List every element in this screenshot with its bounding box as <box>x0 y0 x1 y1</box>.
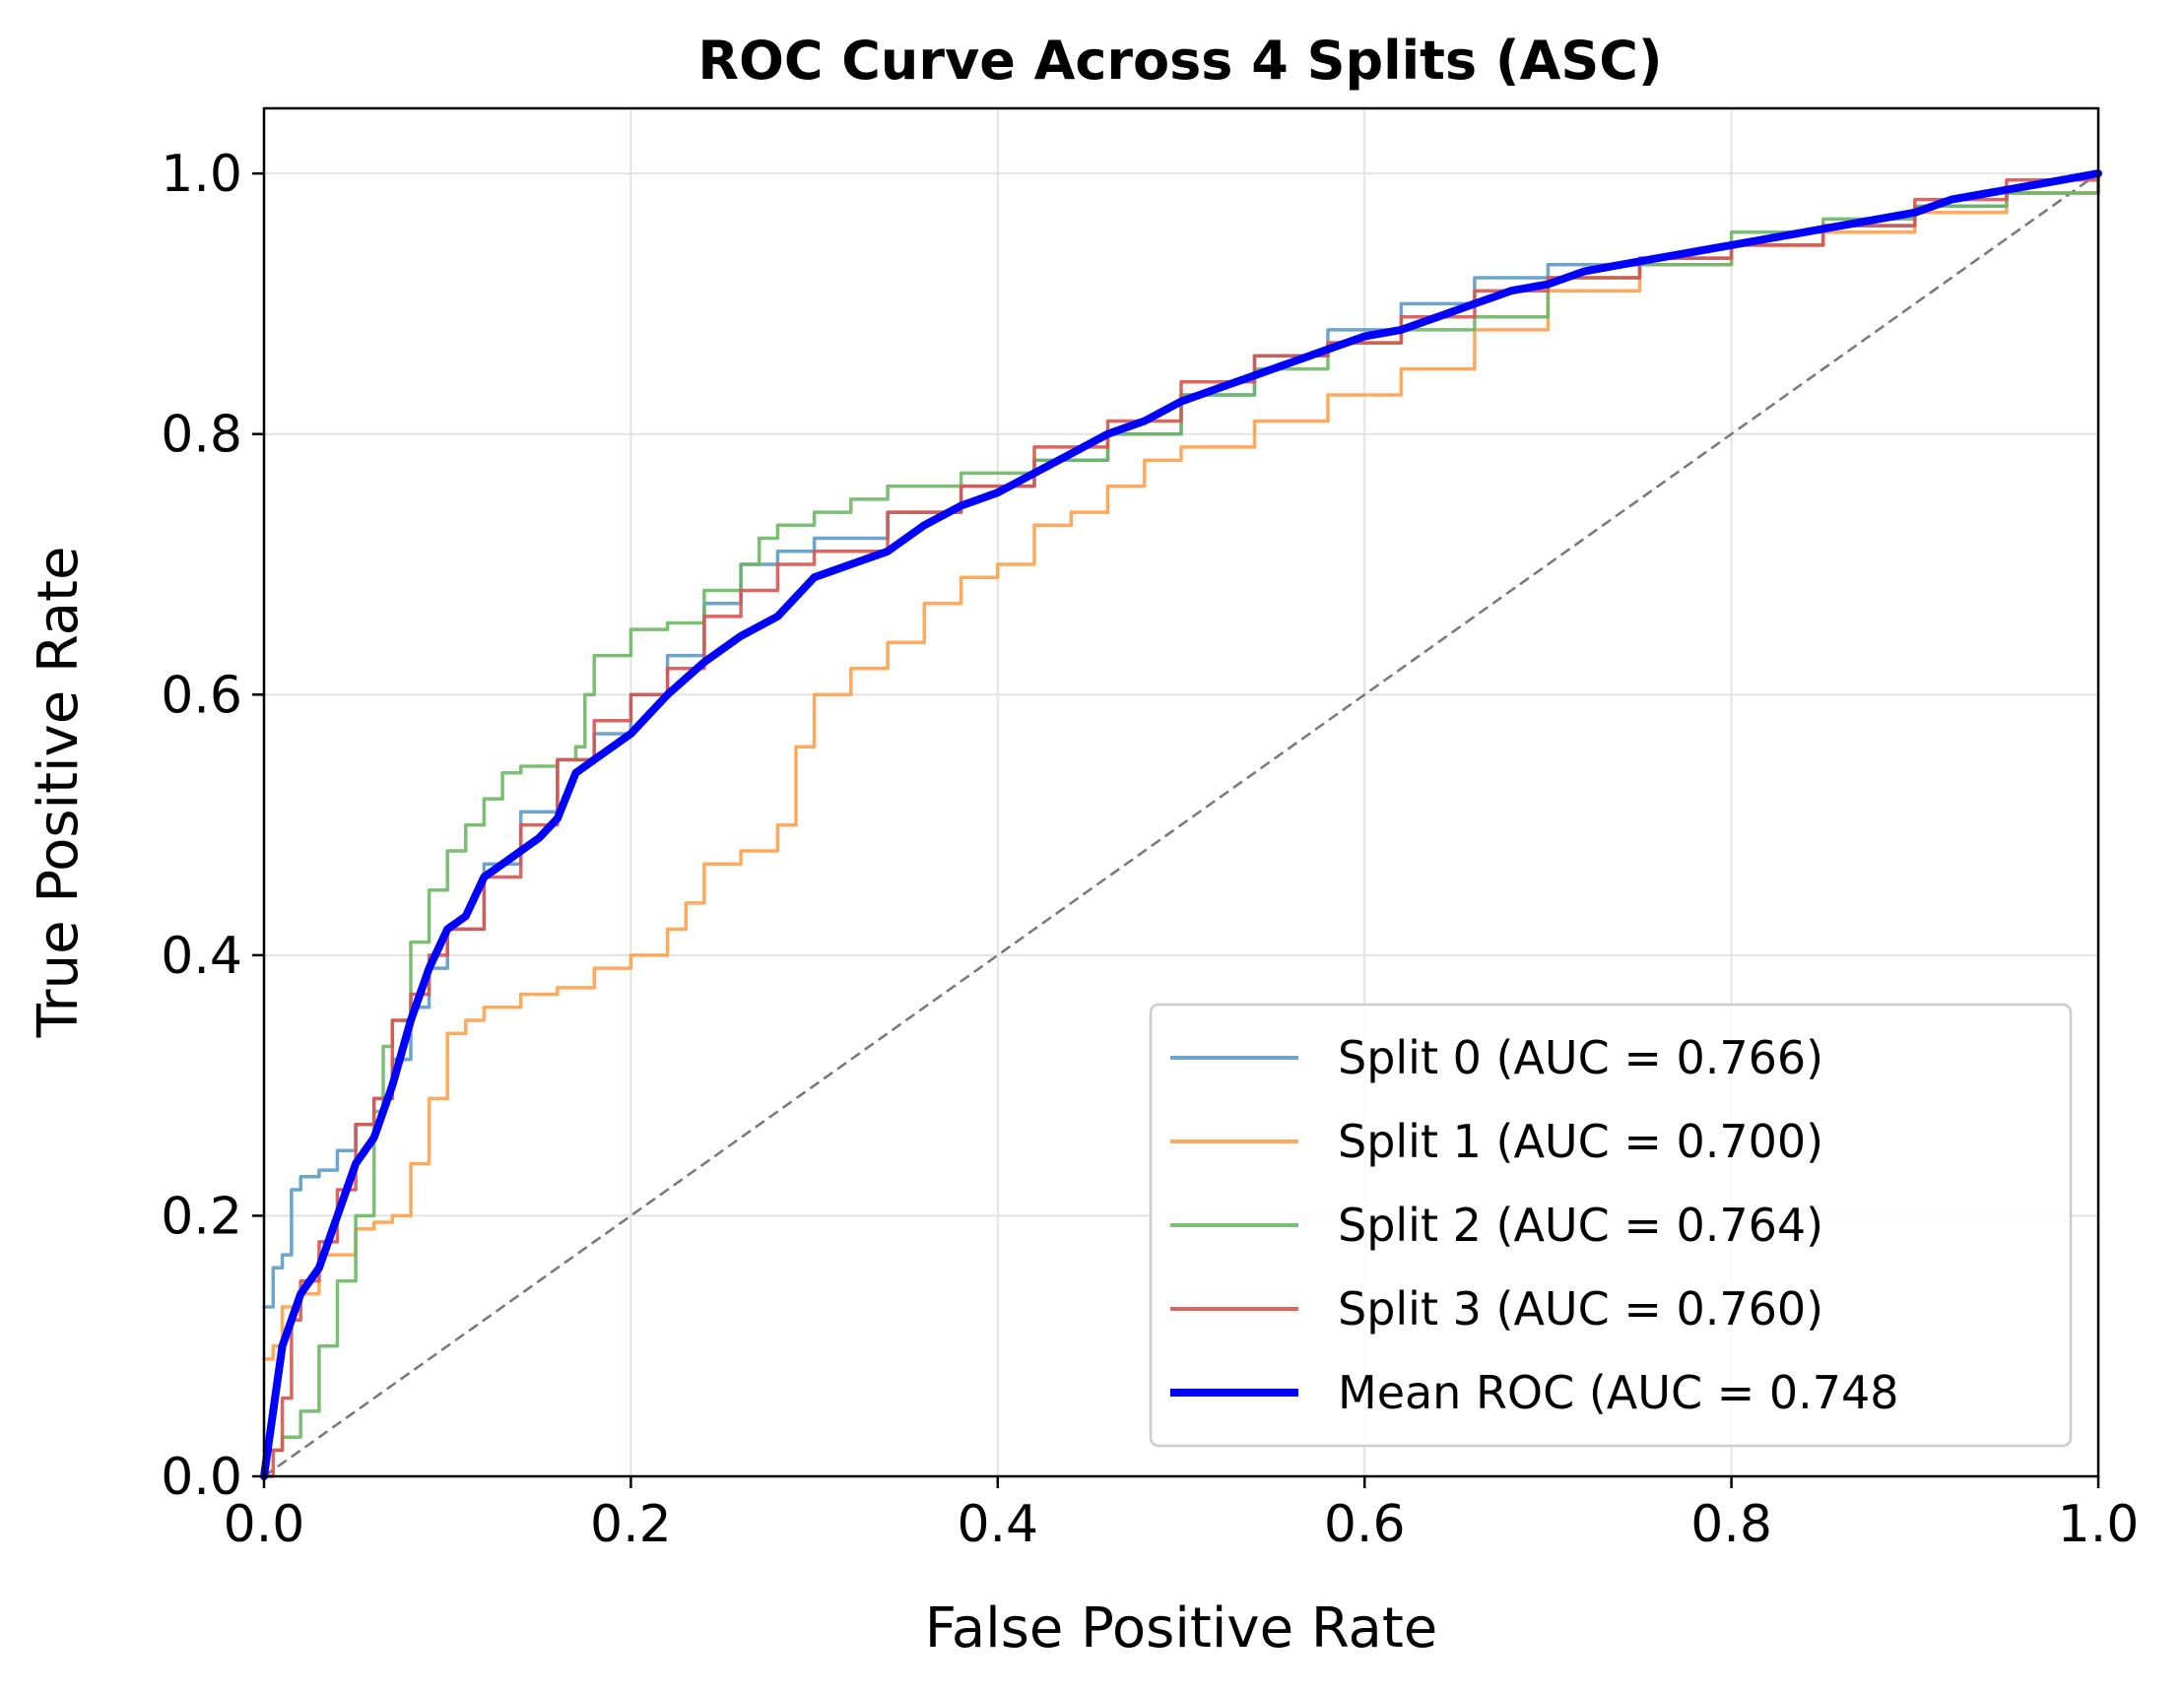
legend-label-1: Split 1 (AUC = 0.700) <box>1338 1115 1823 1168</box>
y-tick-label: 0.2 <box>161 1187 242 1246</box>
y-axis-ticks: 0.0 0.2 0.4 0.6 0.8 1.0 <box>161 145 264 1507</box>
legend-label-0: Split 0 (AUC = 0.766) <box>1338 1031 1823 1084</box>
x-axis-ticks: 0.0 0.2 0.4 0.6 0.8 1.0 <box>224 1476 2140 1554</box>
series-lines <box>260 169 2102 1480</box>
chance-line-group <box>263 172 2099 1478</box>
y-tick-label: 0.8 <box>161 406 242 465</box>
y-axis-label: True Positive Rate <box>27 547 91 1039</box>
legend-label-2: Split 2 (AUC = 0.764) <box>1338 1199 1823 1252</box>
x-tick-label: 0.0 <box>224 1495 305 1554</box>
plot-frame <box>262 106 2100 1478</box>
y-tick-label: 0.4 <box>161 927 242 986</box>
x-tick-label: 0.4 <box>957 1495 1038 1554</box>
legend-label-3: Split 3 (AUC = 0.760) <box>1338 1282 1823 1335</box>
y-tick-label: 0.0 <box>161 1448 242 1507</box>
y-tick-label: 1.0 <box>161 145 242 204</box>
chance-line <box>263 172 2099 1478</box>
x-axis-label: False Positive Rate <box>925 1596 1437 1660</box>
series-line-1 <box>262 171 2100 1361</box>
x-tick-label: 1.0 <box>2058 1495 2140 1554</box>
x-tick-label: 0.8 <box>1690 1495 1772 1554</box>
x-tick-label: 0.2 <box>590 1495 672 1554</box>
legend-label-4: Mean ROC (AUC = 0.748 <box>1338 1366 1899 1419</box>
legend-box <box>1149 1003 2073 1448</box>
y-tick-label: 0.6 <box>161 666 242 725</box>
legend: Split 0 (AUC = 0.766) Split 1 (AUC = 0.70… <box>1149 1003 2073 1448</box>
chart-title: ROC Curve Across 4 Splits (ASC) <box>697 30 1662 92</box>
x-tick-label: 0.6 <box>1324 1495 1406 1554</box>
series-line-4 <box>260 169 2102 1480</box>
